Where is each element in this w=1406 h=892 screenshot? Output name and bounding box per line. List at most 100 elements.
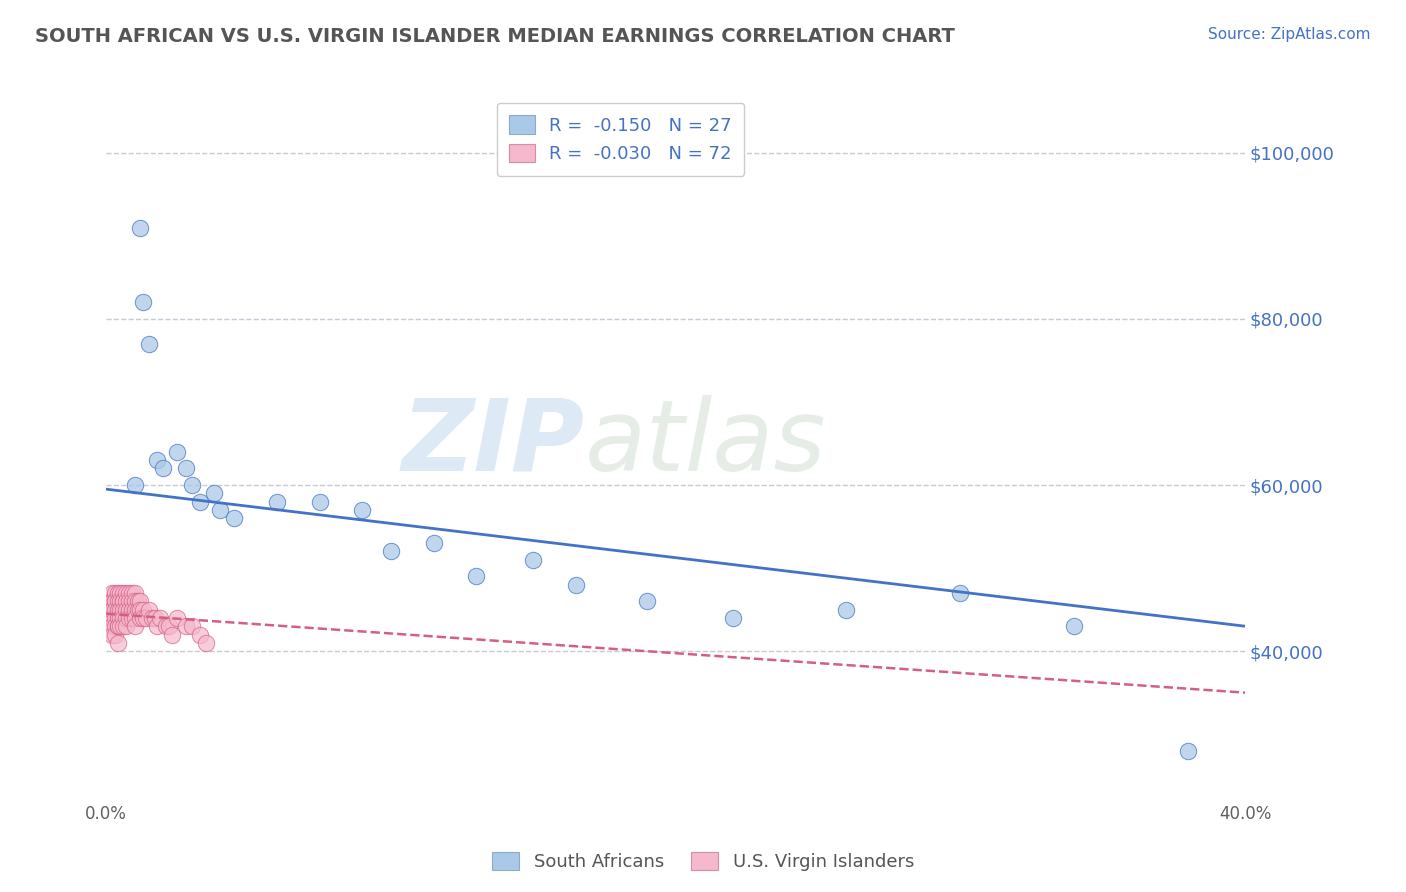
Text: ZIP: ZIP [402, 395, 585, 492]
Point [129, 611, 152, 625]
Point [115, 586, 138, 600]
Point [107, 611, 129, 625]
Point [115, 594, 138, 608]
Point [146, 619, 169, 633]
Point [121, 611, 143, 625]
Point [118, 611, 141, 625]
Point [180, 619, 202, 633]
Point [115, 619, 138, 633]
Point [949, 586, 972, 600]
Point [127, 602, 149, 616]
Point [104, 619, 127, 633]
Point [129, 602, 152, 616]
Point [112, 586, 135, 600]
Point [107, 619, 129, 633]
Point [104, 594, 127, 608]
Point [380, 544, 402, 558]
Point [180, 478, 202, 492]
Point [118, 602, 141, 616]
Point [166, 444, 188, 458]
Point [107, 586, 129, 600]
Point [1177, 744, 1199, 758]
Point [143, 611, 166, 625]
Point [104, 586, 127, 600]
Point [132, 295, 155, 310]
Point [107, 636, 129, 650]
Text: SOUTH AFRICAN VS U.S. VIRGIN ISLANDER MEDIAN EARNINGS CORRELATION CHART: SOUTH AFRICAN VS U.S. VIRGIN ISLANDER ME… [35, 27, 955, 45]
Point [188, 627, 211, 641]
Point [127, 594, 149, 608]
Point [204, 486, 226, 500]
Point [138, 336, 160, 351]
Point [101, 602, 124, 616]
Point [115, 611, 138, 625]
Point [112, 594, 135, 608]
Legend: South Africans, U.S. Virgin Islanders: South Africans, U.S. Virgin Islanders [485, 845, 921, 879]
Point [835, 602, 858, 616]
Point [155, 619, 177, 633]
Point [124, 478, 146, 492]
Point [152, 461, 174, 475]
Point [224, 511, 246, 525]
Point [101, 602, 124, 616]
Legend: R =  -0.150   N = 27, R =  -0.030   N = 72: R = -0.150 N = 27, R = -0.030 N = 72 [496, 103, 744, 176]
Point [101, 594, 124, 608]
Point [107, 619, 129, 633]
Point [174, 461, 197, 475]
Point [115, 602, 138, 616]
Point [112, 611, 135, 625]
Point [104, 594, 127, 608]
Point [124, 611, 146, 625]
Point [112, 619, 135, 633]
Point [110, 611, 132, 625]
Point [101, 611, 124, 625]
Point [124, 594, 146, 608]
Point [118, 594, 141, 608]
Point [104, 627, 127, 641]
Point [101, 594, 124, 608]
Point [110, 594, 132, 608]
Point [124, 619, 146, 633]
Point [110, 586, 132, 600]
Point [135, 611, 157, 625]
Point [107, 602, 129, 616]
Point [124, 586, 146, 600]
Point [721, 611, 744, 625]
Point [149, 611, 172, 625]
Point [209, 503, 232, 517]
Point [124, 602, 146, 616]
Point [636, 594, 658, 608]
Point [138, 602, 160, 616]
Point [101, 619, 124, 633]
Point [194, 636, 217, 650]
Point [522, 553, 544, 567]
Point [121, 594, 143, 608]
Point [174, 619, 197, 633]
Point [112, 602, 135, 616]
Point [465, 569, 488, 583]
Point [101, 627, 124, 641]
Text: Source: ZipAtlas.com: Source: ZipAtlas.com [1208, 27, 1371, 42]
Point [565, 577, 588, 591]
Point [110, 602, 132, 616]
Point [121, 586, 143, 600]
Point [146, 453, 169, 467]
Point [129, 594, 152, 608]
Point [118, 586, 141, 600]
Point [121, 602, 143, 616]
Point [266, 494, 288, 508]
Point [107, 594, 129, 608]
Point [141, 611, 163, 625]
Point [112, 594, 135, 608]
Text: atlas: atlas [585, 395, 827, 492]
Point [129, 220, 152, 235]
Point [132, 611, 155, 625]
Point [104, 602, 127, 616]
Point [308, 494, 330, 508]
Point [352, 503, 374, 517]
Point [160, 627, 183, 641]
Point [1063, 619, 1085, 633]
Point [188, 494, 211, 508]
Point [110, 619, 132, 633]
Point [132, 602, 155, 616]
